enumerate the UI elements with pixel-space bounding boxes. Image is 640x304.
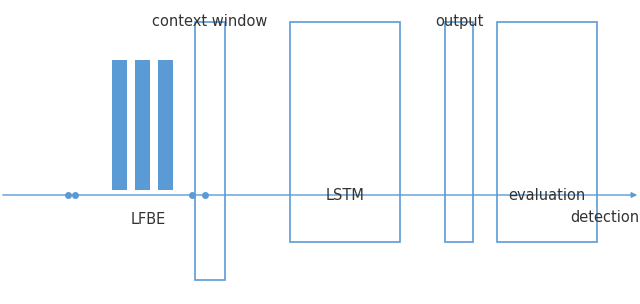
Text: evaluation: evaluation xyxy=(508,188,586,202)
Bar xyxy=(497,22,597,242)
Text: LFBE: LFBE xyxy=(131,212,166,227)
Bar xyxy=(445,22,473,242)
Bar xyxy=(158,60,173,190)
Text: LSTM: LSTM xyxy=(326,188,364,202)
Text: detection: detection xyxy=(570,210,639,225)
Text: output: output xyxy=(435,14,483,29)
Text: context window: context window xyxy=(152,14,268,29)
Bar xyxy=(195,22,225,280)
Bar xyxy=(135,60,150,190)
Bar xyxy=(290,22,400,242)
Bar xyxy=(112,60,127,190)
